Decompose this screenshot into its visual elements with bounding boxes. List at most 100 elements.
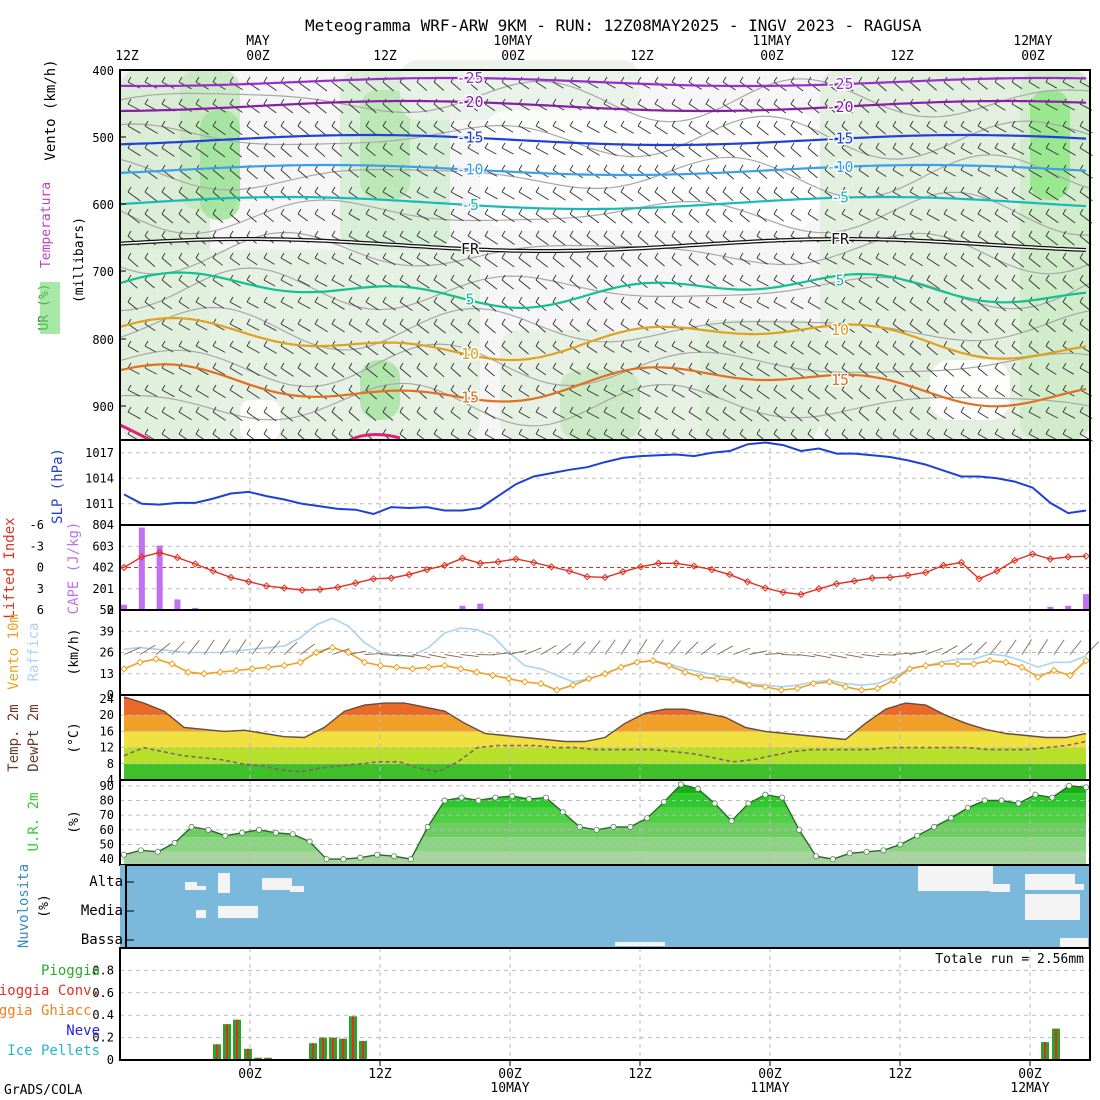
wind-barb xyxy=(297,142,309,158)
wind-barb xyxy=(688,340,702,353)
precip-legend-label: Pioggia xyxy=(41,963,100,979)
wind10-point xyxy=(825,678,834,686)
rh-point xyxy=(610,823,617,830)
wind-barb xyxy=(127,208,140,224)
wind-barb xyxy=(688,120,702,135)
wind-arrow xyxy=(781,654,800,656)
rh2m-label: U.R. 2m xyxy=(26,792,42,851)
rh-point xyxy=(1083,784,1090,791)
wind-barb xyxy=(178,274,189,288)
y-tick-label: 800 xyxy=(92,333,114,347)
wind-barb xyxy=(144,340,157,353)
wind-barb xyxy=(246,120,260,136)
lifted-index-point xyxy=(921,568,930,577)
y-tick-label: 500 xyxy=(92,131,114,145)
lifted-index-point xyxy=(512,555,520,563)
lifted-index-point xyxy=(957,558,966,567)
wind-arrow xyxy=(877,654,896,656)
wind-barb xyxy=(518,318,530,333)
wind-arrow xyxy=(139,644,156,655)
wind-barb xyxy=(1011,186,1025,201)
rh-point xyxy=(880,847,887,854)
wind-barb xyxy=(705,274,717,287)
wind-barb xyxy=(365,230,379,243)
cloud-cover-block xyxy=(262,878,292,890)
wind-arrow xyxy=(524,647,542,655)
wind-barb xyxy=(382,362,395,378)
wind-barb xyxy=(178,252,189,267)
wind-barb xyxy=(926,142,938,155)
wind-barb xyxy=(994,208,1008,223)
wind10-point xyxy=(312,648,321,657)
y-tick-label: 1017 xyxy=(85,446,114,460)
wind-barb xyxy=(875,120,886,135)
wind-barb xyxy=(416,230,430,244)
wind-arrow xyxy=(989,640,1002,655)
isotherm-label: 10 xyxy=(831,321,849,339)
rh-band xyxy=(124,851,1086,865)
wind-barb xyxy=(637,208,650,224)
wind-barb xyxy=(994,142,1008,155)
top-hour-label: 12Z xyxy=(630,49,654,64)
wind-barb xyxy=(144,384,158,397)
wind-barb xyxy=(1011,230,1025,246)
wind-barb xyxy=(1028,252,1041,268)
cloud-cover-block xyxy=(185,882,197,890)
wind-barb xyxy=(841,384,854,400)
wind-barb xyxy=(773,120,786,136)
wind-barb xyxy=(348,208,361,221)
wind-barb xyxy=(1045,120,1059,133)
rh-point xyxy=(188,823,195,830)
wind-barb xyxy=(637,296,649,310)
rh-point xyxy=(796,826,803,833)
wind-barb xyxy=(501,384,513,398)
wind-barb xyxy=(161,406,175,420)
bottom-date-label: 10MAY xyxy=(490,1081,529,1096)
rh-point xyxy=(661,798,668,805)
wind-barb xyxy=(841,340,855,356)
wind-barb xyxy=(1028,406,1041,419)
wind-barb xyxy=(603,296,614,311)
lifted-index-point xyxy=(583,573,591,581)
cape-panel: -6 -3 0 3 6 804 603 402 201 0 xyxy=(30,518,1091,617)
wind-barb xyxy=(807,340,821,355)
wind-arrow xyxy=(1069,640,1082,655)
wind-barb xyxy=(977,362,988,377)
wind-barb xyxy=(875,362,888,378)
wind-barb xyxy=(1045,384,1058,397)
temp-unit: (°C) xyxy=(67,722,82,753)
top-hour-label: 00Z xyxy=(1021,49,1045,64)
wind-arrow xyxy=(1085,641,1100,655)
y-tick-label: 24 xyxy=(100,692,114,706)
y-tick-label: -6 xyxy=(30,518,44,532)
rh-point xyxy=(711,800,718,807)
wind-barb xyxy=(501,186,515,200)
wind-barb xyxy=(467,252,481,267)
rh-contour xyxy=(119,191,1090,236)
wind-barb xyxy=(365,252,379,265)
temp-panel: 24 20 16 12 8 4 xyxy=(100,692,1091,787)
precip-legend-label: Neve xyxy=(66,1023,100,1039)
wind-barb xyxy=(654,384,668,398)
wind-barb xyxy=(739,208,750,223)
wind-barb xyxy=(637,340,650,353)
top-hour-label: 00Z xyxy=(246,49,270,64)
wind-barb xyxy=(824,340,838,356)
wind-barb xyxy=(892,362,904,378)
wind-barb xyxy=(875,296,889,311)
rh-point xyxy=(137,847,144,854)
pressure-unit-label: (millibars) xyxy=(72,217,87,303)
wind-barb xyxy=(858,208,871,221)
lifted-index-point xyxy=(138,553,146,561)
wind-barb xyxy=(365,142,376,157)
wind-barb xyxy=(246,296,259,309)
cape-bar xyxy=(477,603,484,610)
lifted-index-point xyxy=(601,573,609,582)
y-tick-label: 4 xyxy=(107,773,114,787)
rh-point xyxy=(1066,782,1073,789)
wind-barb xyxy=(518,230,532,246)
wind-barb xyxy=(943,186,957,199)
wind-barb xyxy=(603,384,617,397)
wind-barb xyxy=(773,362,787,377)
lifted-index-label: Lifted Index xyxy=(2,517,18,618)
